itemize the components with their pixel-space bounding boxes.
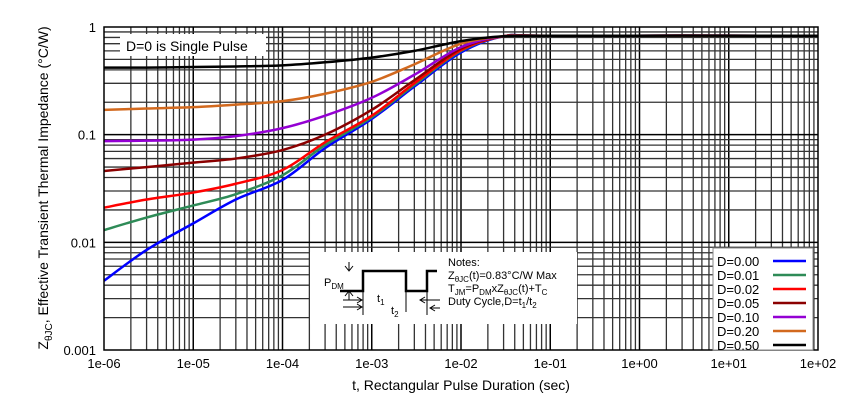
x-tick-label: 1e-05 xyxy=(177,356,210,371)
series-line-d050 xyxy=(103,34,819,69)
y-tick-label: 0.01 xyxy=(71,235,96,250)
legend-label: D=0.05 xyxy=(717,296,759,311)
pdm-arrows xyxy=(343,262,440,315)
svg-text:D=0 is Single Pulse: D=0 is Single Pulse xyxy=(126,38,248,54)
pulse-waveform xyxy=(340,269,437,293)
legend: D=0.00D=0.01D=0.02D=0.05D=0.10D=0.20D=0.… xyxy=(712,247,814,353)
legend-label: D=0.00 xyxy=(717,254,759,269)
legend-label: D=0.01 xyxy=(717,268,759,283)
x-tick-label: 1e+01 xyxy=(710,356,747,371)
svg-text:Notes:: Notes: xyxy=(448,257,480,269)
x-tick-label: 1e-06 xyxy=(87,356,120,371)
x-tick-label: 1e-03 xyxy=(355,356,388,371)
svg-text:TJM=PDMxZθJC(t)+TC: TJM=PDMxZθJC(t)+TC xyxy=(448,283,548,297)
y-tick-label: 1 xyxy=(89,20,96,35)
x-tick-label: 1e-02 xyxy=(444,356,477,371)
x-axis-label: t, Rectangular Pulse Duration (sec) xyxy=(352,377,570,393)
notes-box: PDM t1 t2 Notes: ZθJC(t)=0.83°C/W Max TJ… xyxy=(310,252,577,324)
svg-text:t1: t1 xyxy=(377,293,385,307)
svg-text:Duty Cycle,D=t1/t2: Duty Cycle,D=t1/t2 xyxy=(448,296,537,310)
single-pulse-annotation: D=0 is Single Pulse xyxy=(120,34,266,56)
legend-label: D=0.50 xyxy=(717,338,759,353)
svg-text:PDM: PDM xyxy=(324,277,344,291)
series-lines xyxy=(103,33,819,282)
y-tick-label: 0.001 xyxy=(63,343,96,358)
legend-label: D=0.20 xyxy=(717,324,759,339)
x-tick-label: 1e+02 xyxy=(800,356,837,371)
x-tick-labels: 1e-06 1e-05 1e-04 1e-03 1e-02 1e-01 1e+00 1e+01… xyxy=(87,356,836,371)
x-tick-label: 1e+00 xyxy=(621,356,658,371)
svg-text:ZθJC(t)=0.83°C/W Max: ZθJC(t)=0.83°C/W Max xyxy=(448,270,557,284)
y-tick-labels: 0.001 0.01 0.1 1 xyxy=(63,20,96,358)
y-tick-label: 0.1 xyxy=(78,128,96,143)
x-tick-label: 1e-04 xyxy=(266,356,299,371)
x-tick-label: 1e-01 xyxy=(534,356,567,371)
legend-label: D=0.02 xyxy=(717,282,759,297)
legend-label: D=0.10 xyxy=(717,310,759,325)
svg-text:t2: t2 xyxy=(391,305,399,319)
plot-frame xyxy=(103,26,819,351)
y-axis-label: ZθJC, Effective Transient Thermal Impeda… xyxy=(35,26,55,349)
